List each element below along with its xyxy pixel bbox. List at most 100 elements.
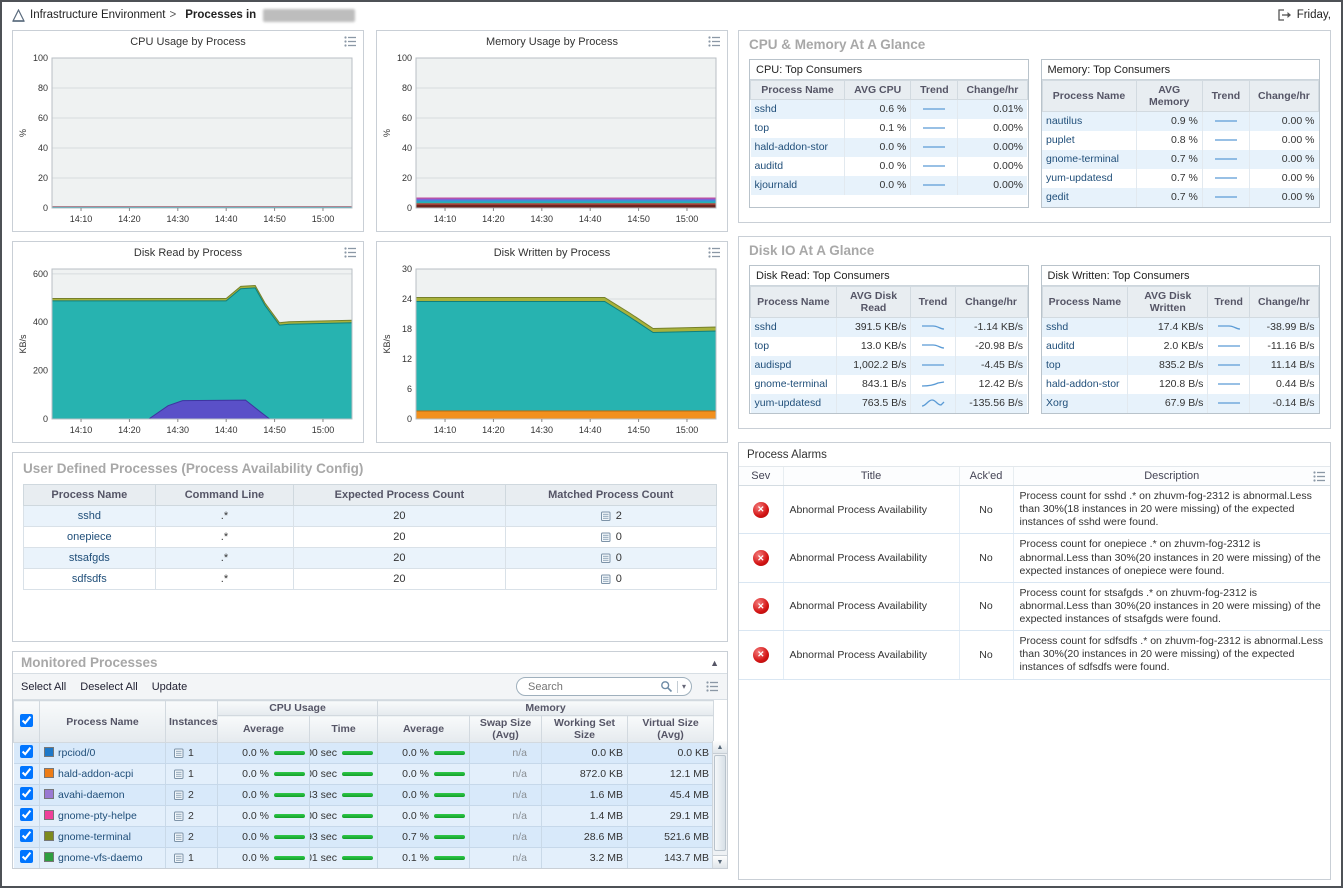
- column-header-process-name[interactable]: Process Name: [750, 80, 845, 100]
- scroll-up-arrow[interactable]: ▲: [713, 741, 727, 754]
- column-header-change-hr[interactable]: Change/hr: [957, 80, 1028, 100]
- matched-count-popup-icon[interactable]: [600, 531, 612, 543]
- process-name[interactable]: sshd: [754, 321, 777, 334]
- process-name[interactable]: stsafgds: [68, 552, 110, 564]
- deselect-all-button[interactable]: Deselect All: [80, 680, 138, 693]
- table-menu-icon[interactable]: [706, 681, 719, 692]
- row-checkbox[interactable]: [19, 766, 33, 779]
- scroll-down-arrow[interactable]: ▼: [713, 855, 727, 868]
- column-header-working-set[interactable]: Working Set Size: [541, 715, 629, 743]
- process-name[interactable]: onepiece: [67, 531, 112, 543]
- column-header-matched-count[interactable]: Matched Process Count: [504, 484, 718, 506]
- column-header-trend[interactable]: Trend: [910, 80, 959, 100]
- column-header-change-hr[interactable]: Change/hr: [1248, 286, 1320, 318]
- search-icon[interactable]: [660, 680, 673, 693]
- instances-popup-icon[interactable]: [173, 852, 185, 864]
- column-header-trend[interactable]: Trend: [910, 286, 956, 318]
- chart-menu-icon[interactable]: [708, 247, 721, 258]
- process-name[interactable]: rpciod/0: [58, 747, 96, 759]
- column-header-acked[interactable]: Ack'ed: [958, 466, 1013, 486]
- scrollbar-thumb[interactable]: [714, 755, 726, 851]
- column-header-process-name[interactable]: Process Name: [1041, 286, 1129, 318]
- instances-popup-icon[interactable]: [173, 789, 185, 801]
- process-name[interactable]: gnome-terminal: [754, 378, 828, 390]
- column-header-time[interactable]: Time: [308, 715, 379, 743]
- breadcrumb-root[interactable]: Infrastructure Environment: [30, 9, 166, 21]
- process-name[interactable]: sdfsdfs: [71, 573, 107, 585]
- process-name[interactable]: sshd: [77, 510, 101, 522]
- process-name[interactable]: sshd: [754, 103, 777, 116]
- column-header-instances[interactable]: Instances: [165, 700, 218, 743]
- process-name[interactable]: gedit: [1046, 191, 1069, 203]
- search-dropdown-icon[interactable]: ▾: [681, 682, 686, 691]
- process-name[interactable]: top: [754, 340, 770, 352]
- process-name[interactable]: gnome-pty-helpe: [58, 810, 137, 822]
- matched-count-popup-icon[interactable]: [600, 573, 612, 585]
- column-header-severity[interactable]: Sev: [739, 466, 783, 486]
- column-header-process-name[interactable]: Process Name: [23, 484, 156, 506]
- process-name[interactable]: kjournald: [754, 179, 798, 191]
- process-name[interactable]: top: [1046, 359, 1061, 371]
- chart-menu-icon[interactable]: [708, 36, 721, 47]
- column-header-process-name[interactable]: Process Name: [1041, 80, 1137, 112]
- column-header-command-line[interactable]: Command Line: [154, 484, 295, 506]
- search-box[interactable]: ▾: [516, 677, 692, 696]
- instances-popup-icon[interactable]: [173, 831, 185, 843]
- column-header-avg-disk-read[interactable]: AVG Disk Read: [835, 286, 912, 318]
- process-name[interactable]: top: [754, 122, 770, 134]
- matched-count-popup-icon[interactable]: [600, 552, 612, 564]
- process-name[interactable]: puplet: [1046, 134, 1075, 146]
- column-header-change-hr[interactable]: Change/hr: [1248, 80, 1320, 112]
- process-name[interactable]: auditd: [754, 160, 784, 172]
- process-name[interactable]: yum-updatesd: [1046, 172, 1113, 184]
- process-name[interactable]: gnome-terminal: [1046, 153, 1119, 165]
- severity-error-icon[interactable]: ✕: [752, 550, 769, 567]
- row-checkbox[interactable]: [19, 808, 33, 821]
- column-header-trend[interactable]: Trend: [1201, 80, 1250, 112]
- column-header-description[interactable]: Description: [1012, 466, 1330, 486]
- column-header-title[interactable]: Title: [782, 466, 959, 486]
- column-header-cpu-average[interactable]: Average: [217, 715, 310, 743]
- column-header-avg-memory[interactable]: AVG Memory: [1135, 80, 1203, 112]
- instances-popup-icon[interactable]: [173, 768, 185, 780]
- process-name[interactable]: sshd: [1046, 321, 1069, 334]
- column-header-swap-size[interactable]: Swap Size (Avg): [469, 715, 543, 743]
- process-name[interactable]: hald-addon-stor: [1046, 378, 1120, 390]
- column-header-avg-disk-written[interactable]: AVG Disk Written: [1127, 286, 1209, 318]
- vertical-scrollbar[interactable]: ▲ ▼: [712, 741, 727, 868]
- severity-error-icon[interactable]: ✕: [752, 646, 769, 663]
- column-header-virtual-size[interactable]: Virtual Size (Avg): [627, 715, 715, 743]
- severity-error-icon[interactable]: ✕: [752, 501, 769, 518]
- collapse-panel-icon[interactable]: ▲: [710, 657, 719, 668]
- process-name[interactable]: gnome-terminal: [58, 831, 131, 843]
- process-name[interactable]: audispd: [754, 359, 792, 371]
- process-name[interactable]: yum-updatesd: [754, 397, 822, 409]
- instances-popup-icon[interactable]: [173, 810, 185, 822]
- severity-error-icon[interactable]: ✕: [752, 598, 769, 615]
- signout-icon[interactable]: [1278, 9, 1292, 21]
- select-all-checkbox[interactable]: [20, 713, 33, 727]
- row-checkbox[interactable]: [19, 850, 33, 863]
- alarms-menu-icon[interactable]: [1313, 471, 1326, 482]
- process-name[interactable]: avahi-daemon: [58, 789, 125, 801]
- update-button[interactable]: Update: [151, 680, 188, 693]
- column-header-process-name[interactable]: Process Name: [39, 700, 166, 743]
- matched-count-popup-icon[interactable]: [600, 510, 612, 522]
- chart-menu-icon[interactable]: [344, 247, 357, 258]
- search-input[interactable]: [526, 679, 656, 694]
- column-header-expected-count[interactable]: Expected Process Count: [293, 484, 506, 506]
- process-name[interactable]: nautilus: [1046, 115, 1083, 128]
- column-header-memory-average[interactable]: Average: [377, 715, 471, 743]
- row-checkbox[interactable]: [19, 829, 33, 842]
- column-header-change-hr[interactable]: Change/hr: [954, 286, 1028, 318]
- process-name[interactable]: hald-addon-acpi: [58, 768, 134, 780]
- process-name[interactable]: Xorg: [1046, 397, 1069, 409]
- column-header-trend[interactable]: Trend: [1207, 286, 1250, 318]
- process-name[interactable]: hald-addon-stor: [754, 141, 829, 153]
- instances-popup-icon[interactable]: [173, 747, 185, 759]
- select-all-button[interactable]: Select All: [21, 680, 67, 693]
- row-checkbox[interactable]: [19, 745, 33, 758]
- process-name[interactable]: gnome-vfs-daemo: [58, 852, 143, 864]
- column-header-avg-cpu[interactable]: AVG CPU: [843, 80, 912, 100]
- column-header-process-name[interactable]: Process Name: [750, 286, 837, 318]
